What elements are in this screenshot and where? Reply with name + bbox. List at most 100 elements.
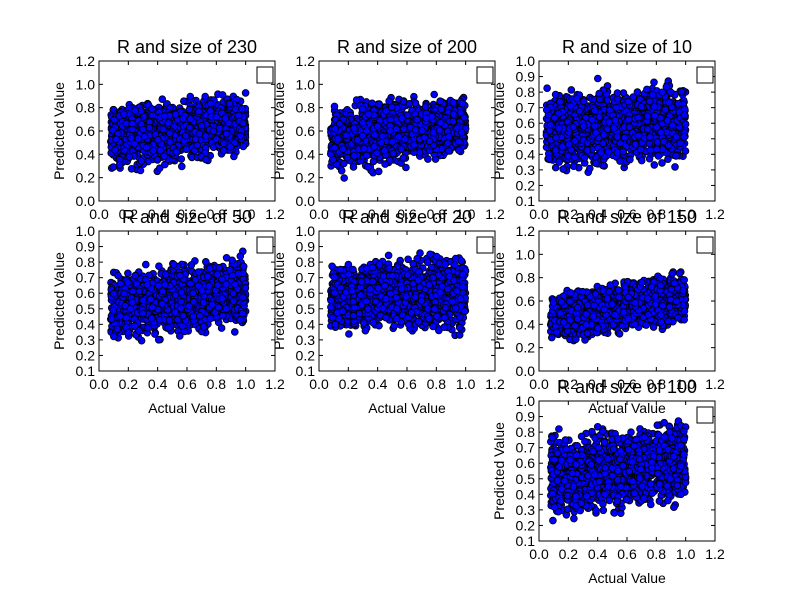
data-point: [225, 100, 234, 108]
data-point: [392, 125, 401, 133]
y-tick-label: 0.0: [296, 193, 316, 209]
data-point: [616, 139, 624, 148]
y-tick-label: 1.2: [296, 53, 316, 69]
data-point: [342, 131, 351, 140]
data-point: [186, 115, 195, 123]
data-point: [620, 133, 629, 142]
data-point: [218, 91, 227, 99]
data-point: [201, 92, 210, 101]
data-point: [377, 138, 385, 147]
data-point: [349, 163, 358, 171]
y-tick-label: 0.3: [516, 162, 536, 178]
data-point: [551, 146, 560, 154]
x-tick-label: 1.2: [265, 206, 285, 222]
data-point: [375, 100, 383, 109]
data-point: [595, 89, 603, 98]
data-point: [657, 128, 665, 137]
data-point: [193, 141, 202, 150]
data-point: [403, 111, 412, 120]
data-point: [449, 117, 457, 126]
y-tick-label: 0.4: [516, 146, 536, 162]
y-tick-label: 0.8: [296, 100, 316, 116]
data-point: [236, 132, 245, 140]
y-tick-label: 0.2: [296, 170, 316, 186]
y-tick-label: 0.4: [296, 146, 316, 162]
data-point: [554, 124, 563, 133]
data-point: [583, 146, 592, 155]
data-point: [180, 97, 188, 105]
data-point: [597, 149, 605, 157]
data-point: [546, 120, 555, 129]
data-point: [458, 100, 467, 108]
data-point: [661, 105, 670, 114]
data-point: [109, 163, 118, 171]
y-tick-label: 0.4: [76, 146, 96, 162]
data-point: [142, 260, 150, 269]
data-point: [136, 166, 145, 175]
y-tick-label: 0.6: [296, 123, 316, 139]
x-tick-label: 0.8: [427, 206, 447, 222]
data-point: [172, 148, 181, 156]
data-point: [166, 138, 174, 146]
data-point: [149, 146, 158, 155]
data-point: [645, 97, 654, 106]
data-point: [643, 125, 652, 134]
data-point: [625, 123, 634, 132]
data-point: [335, 120, 344, 128]
subplot-2: 0.0 0.2 0.4 0.6 0.8 1.0 1.20.00.20.40.60.81.01…: [271, 37, 505, 222]
y-tick-label: 1.2: [76, 53, 96, 69]
x-tick-label: 1.0: [236, 206, 256, 222]
data-point: [650, 161, 659, 169]
data-point: [443, 139, 452, 147]
data-point: [142, 143, 151, 152]
data-point: [626, 155, 634, 164]
data-point: [139, 125, 147, 134]
x-tick-label: 0.4: [368, 206, 388, 222]
x-tick-label: 0.6: [617, 206, 637, 222]
data-point: [595, 113, 604, 121]
data-point: [652, 145, 661, 154]
data-point: [435, 126, 444, 135]
data-point: [358, 132, 367, 140]
x-tick-label: 0.2: [559, 206, 579, 222]
data-point: [137, 157, 146, 165]
data-point: [339, 159, 348, 168]
data-point: [654, 152, 663, 160]
data-point: [613, 89, 622, 97]
x-tick-label: 0.0: [309, 206, 329, 222]
data-point: [420, 134, 429, 142]
data-point: [238, 105, 247, 113]
y-tick-label: 0.2: [516, 177, 536, 193]
data-point: [399, 97, 408, 106]
data-point: [370, 142, 379, 151]
data-point: [634, 131, 643, 140]
data-point: [197, 121, 206, 130]
data-point: [559, 165, 567, 173]
data-point: [454, 146, 463, 155]
data-point: [399, 125, 408, 134]
data-point: [437, 105, 446, 114]
x-tick-label: 0.6: [177, 206, 197, 222]
data-point: [115, 161, 124, 169]
data-point: [566, 102, 575, 110]
data-point: [394, 132, 403, 141]
chart-title: R and size of 230: [117, 37, 257, 57]
data-point: [153, 156, 162, 164]
data-point: [340, 174, 349, 182]
data-point: [672, 152, 680, 160]
data-point: [671, 163, 679, 171]
data-point: [186, 92, 195, 101]
data-point: [610, 124, 618, 133]
data-point: [624, 97, 632, 106]
data-point: [130, 140, 139, 148]
data-point: [637, 102, 646, 111]
data-point: [358, 105, 367, 113]
x-tick-label: 0.2: [339, 206, 359, 222]
data-point: [155, 262, 163, 271]
x-tick-label: 0.8: [207, 206, 227, 222]
data-point: [556, 98, 564, 106]
y-tick-label: 0.1: [516, 193, 536, 209]
data-point: [664, 141, 673, 150]
data-point: [418, 126, 426, 135]
scatter-points: [107, 89, 250, 176]
